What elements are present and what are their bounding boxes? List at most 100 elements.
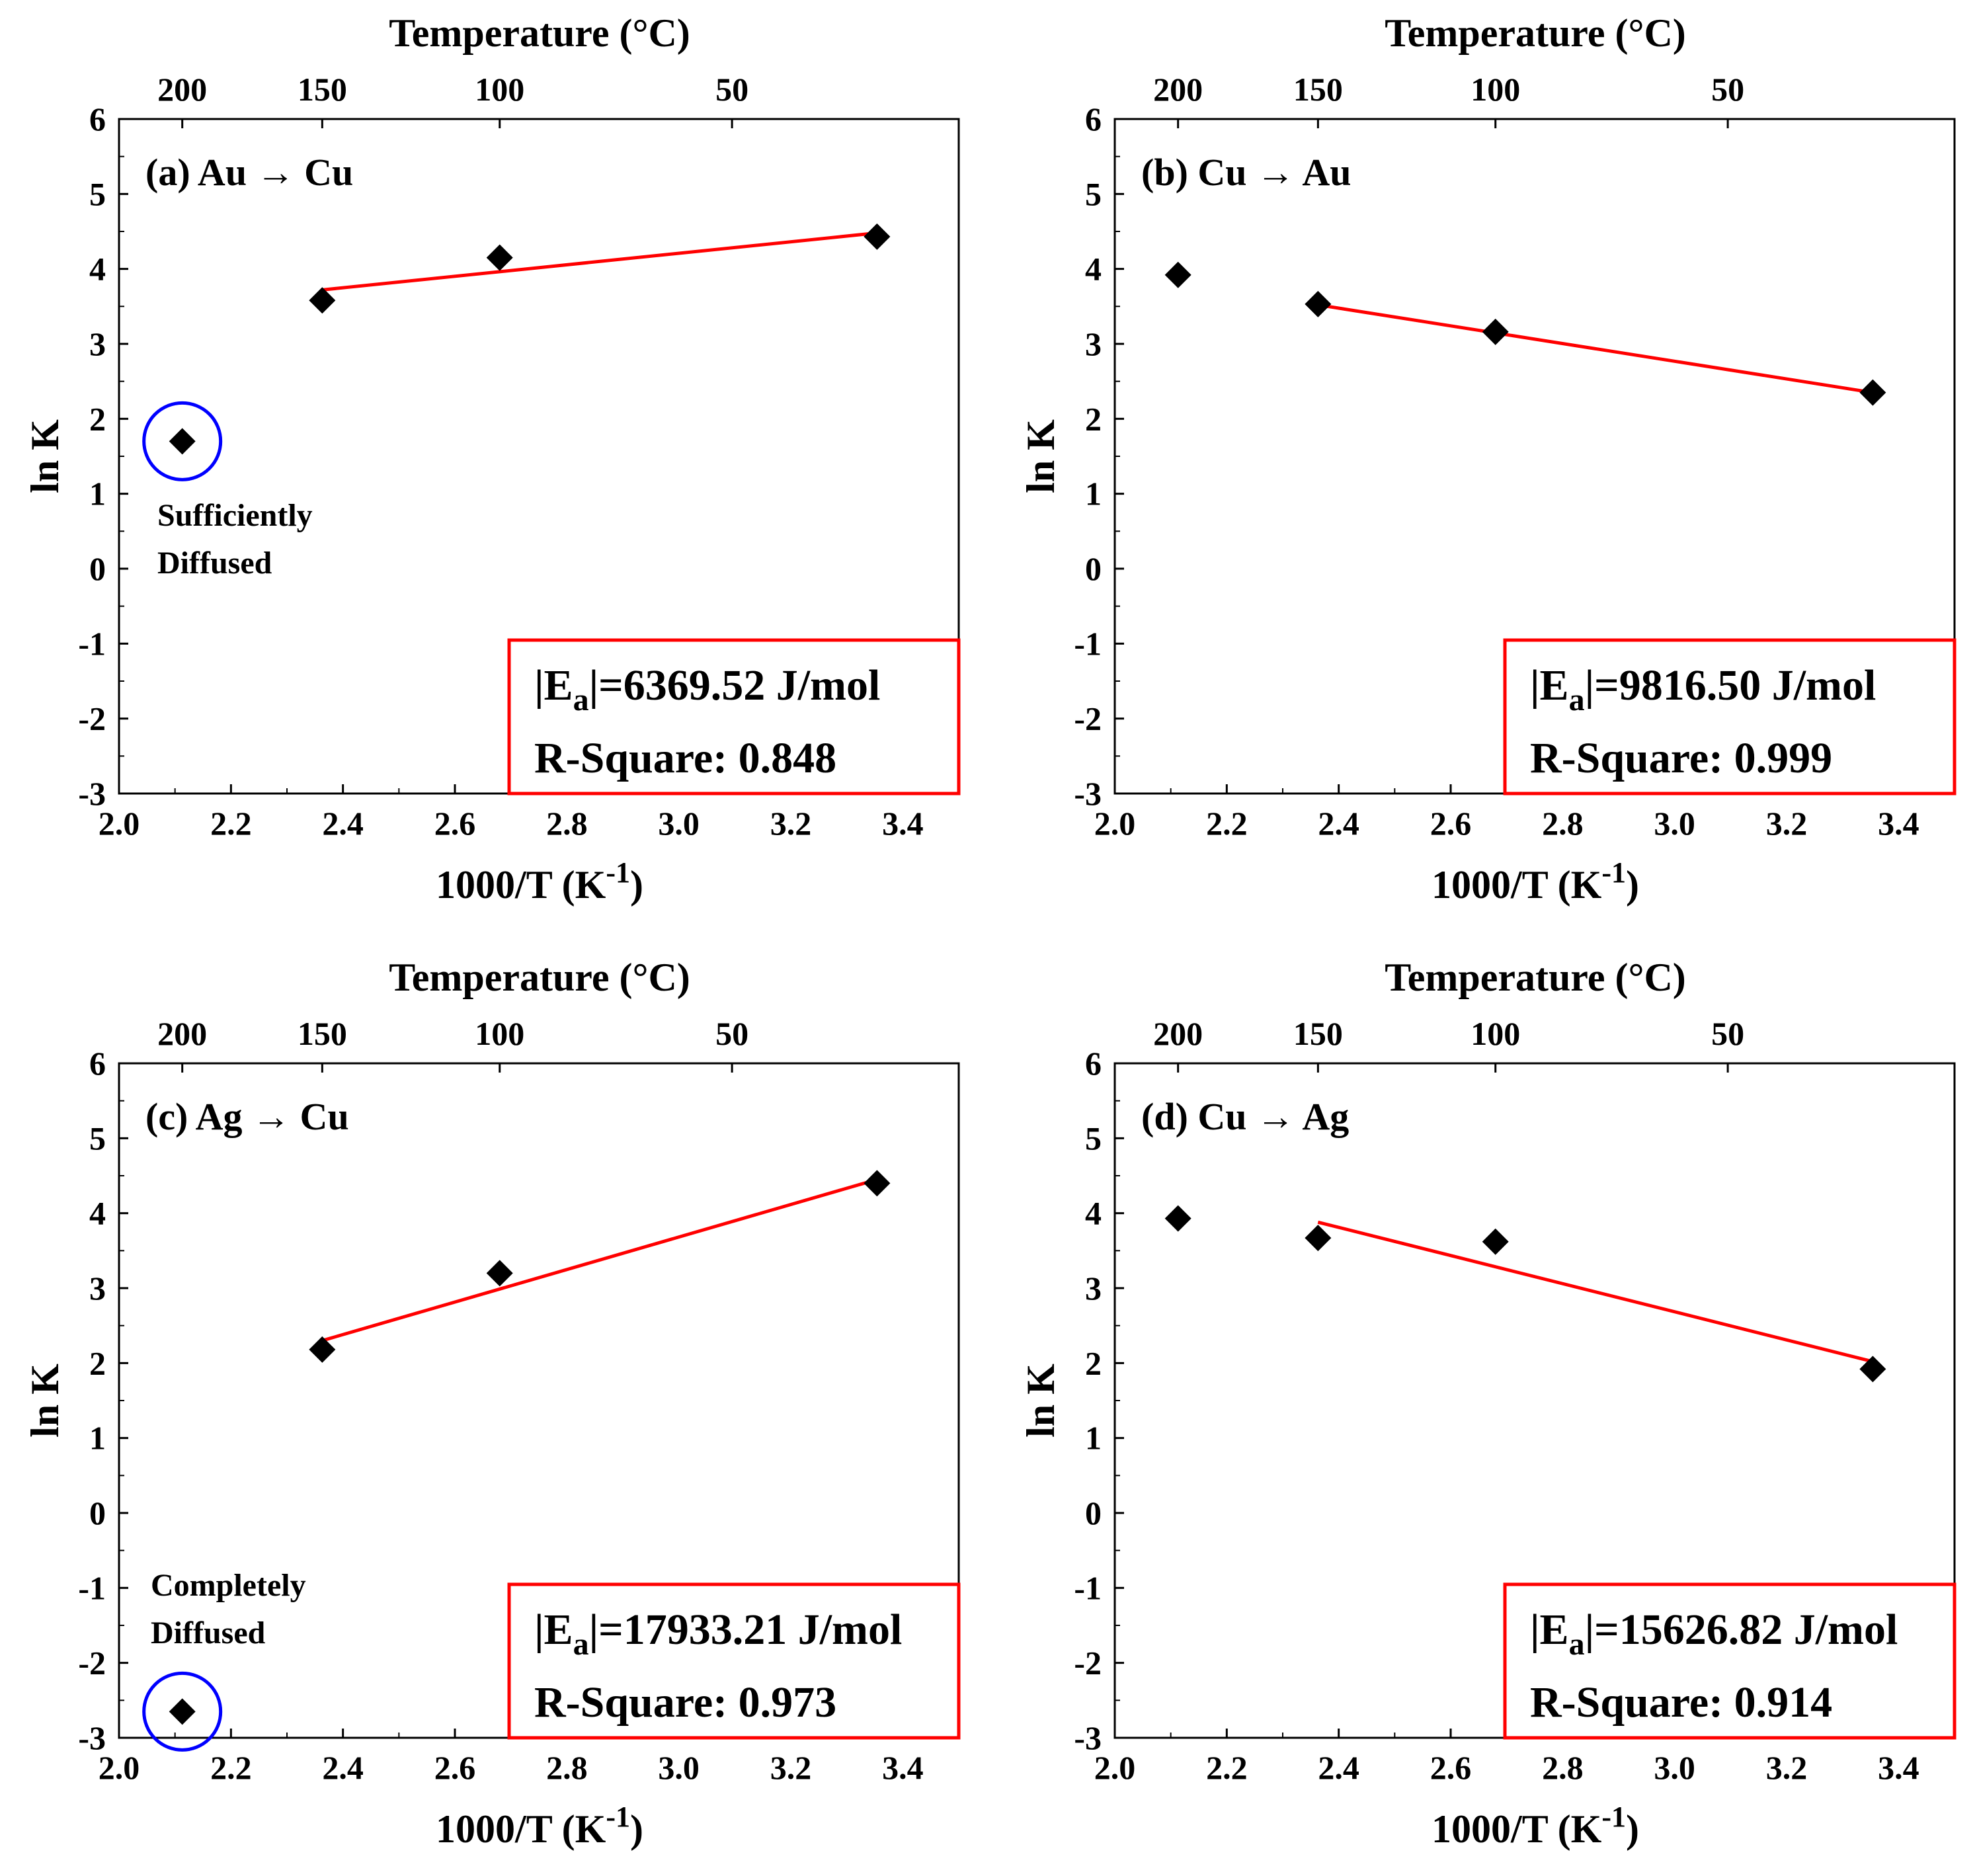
x-tick-label: 2.2 bbox=[210, 1749, 252, 1786]
x-axis-title-main: 1000/T (K bbox=[436, 863, 606, 907]
y-tick-label: -2 bbox=[1074, 1645, 1102, 1682]
x-tick-label: 2.4 bbox=[322, 1749, 364, 1786]
y-tick-label: 4 bbox=[1085, 1195, 1102, 1232]
y-tick-label: 3 bbox=[89, 1270, 106, 1307]
r-square: R-Square: 0.914 bbox=[1530, 1678, 1832, 1727]
top-axis-title: Temperature (°C) bbox=[1385, 11, 1686, 55]
activation-energy: |Ea|=17933.21 J/mol bbox=[534, 1606, 902, 1662]
panel-label: (b) Cu → Au bbox=[1141, 151, 1351, 194]
fit-line bbox=[1317, 1220, 1873, 1364]
x-tick-label: 2.4 bbox=[1318, 805, 1359, 842]
x-axis-title-main: 1000/T (K bbox=[1432, 1807, 1602, 1851]
top-tick-label: 200 bbox=[1153, 1015, 1203, 1052]
x-tick-label: 2.0 bbox=[99, 1749, 140, 1786]
x-axis-title: 1000/T (K-1) bbox=[436, 1801, 643, 1851]
outlier-circle bbox=[142, 401, 223, 481]
ea-value: |=15626.82 J/mol bbox=[1585, 1606, 1898, 1654]
data-point bbox=[486, 1260, 513, 1287]
x-tick-label: 2.8 bbox=[546, 1749, 588, 1786]
x-axis-title: 1000/T (K-1) bbox=[436, 856, 643, 907]
x-axis-title-main: 1000/T (K bbox=[1432, 863, 1602, 907]
x-tick-label: 2.4 bbox=[322, 805, 364, 842]
x-tick-label: 3.0 bbox=[1654, 805, 1695, 842]
x-tick-label: 3.4 bbox=[1878, 805, 1919, 842]
r-square: R-Square: 0.999 bbox=[1530, 734, 1832, 782]
x-tick-label: 3.2 bbox=[1766, 1749, 1808, 1786]
x-tick-label: 3.4 bbox=[882, 1749, 924, 1786]
x-axis-title-sup: -1 bbox=[606, 1801, 630, 1833]
annotation-line: Completely bbox=[151, 1568, 306, 1603]
y-tick-label: 0 bbox=[89, 1494, 106, 1531]
x-tick-label: 2.8 bbox=[1542, 1749, 1584, 1786]
y-tick-label: -1 bbox=[78, 625, 106, 662]
ea-prefix: |E bbox=[1530, 1606, 1569, 1654]
y-tick-label: 5 bbox=[1085, 1120, 1102, 1157]
y-tick-label: 0 bbox=[89, 550, 106, 587]
x-axis-title-sup: -1 bbox=[1601, 1801, 1626, 1833]
x-tick-label: 2.2 bbox=[1206, 1749, 1248, 1786]
y-tick-label: -1 bbox=[1074, 1569, 1102, 1606]
r-square: R-Square: 0.848 bbox=[534, 734, 836, 782]
x-tick-label: 2.6 bbox=[434, 1749, 476, 1786]
x-tick-label: 2.6 bbox=[434, 805, 476, 842]
y-axis-title: ln K bbox=[23, 419, 67, 493]
top-axis-title: Temperature (°C) bbox=[389, 11, 690, 55]
panel-label: (a) Au → Cu bbox=[145, 151, 353, 194]
ea-subscript: a bbox=[573, 682, 589, 717]
data-point bbox=[864, 223, 891, 250]
x-axis-title: 1000/T (K-1) bbox=[1432, 1801, 1639, 1851]
x-tick-label: 2.8 bbox=[1542, 805, 1584, 842]
ea-value: |=6369.52 J/mol bbox=[589, 661, 881, 710]
y-tick-label: 5 bbox=[1085, 175, 1102, 212]
data-point bbox=[1164, 261, 1191, 288]
top-tick-label: 100 bbox=[1471, 71, 1520, 108]
y-tick-label: 4 bbox=[89, 251, 106, 288]
y-tick-label: 2 bbox=[89, 400, 106, 437]
x-tick-label: 2.6 bbox=[1430, 1749, 1472, 1786]
top-tick-label: 100 bbox=[1471, 1015, 1520, 1052]
x-tick-label: 2.8 bbox=[546, 805, 588, 842]
x-axis-title-main: 1000/T (K bbox=[436, 1807, 606, 1851]
data-point bbox=[1305, 1225, 1332, 1252]
y-tick-label: 1 bbox=[1085, 1420, 1102, 1457]
data-point bbox=[169, 1698, 196, 1725]
x-axis-title-sup: -1 bbox=[1601, 856, 1626, 889]
stats-box bbox=[507, 638, 961, 795]
x-tick-label: 2.0 bbox=[1094, 805, 1136, 842]
ea-prefix: |E bbox=[1530, 661, 1569, 710]
x-tick-label: 3.4 bbox=[1878, 1749, 1919, 1786]
data-point bbox=[1859, 379, 1886, 406]
y-tick-label: -1 bbox=[78, 1569, 106, 1606]
annotation-line: Sufficiently bbox=[157, 498, 313, 533]
y-tick-label: 6 bbox=[1085, 1045, 1102, 1082]
y-tick-label: 5 bbox=[89, 1120, 106, 1157]
fit-line bbox=[321, 1178, 878, 1342]
y-axis-title: ln K bbox=[1019, 419, 1063, 493]
y-axis-title: ln K bbox=[23, 1364, 67, 1438]
stats-box bbox=[1503, 1582, 1957, 1740]
top-tick-label: 150 bbox=[1293, 71, 1343, 108]
top-tick-label: 50 bbox=[1711, 71, 1744, 108]
y-tick-label: 2 bbox=[1085, 1344, 1102, 1381]
ea-subscript: a bbox=[1569, 1627, 1585, 1662]
y-tick-label: 3 bbox=[1085, 1270, 1102, 1307]
fit-line bbox=[322, 231, 877, 292]
y-tick-label: 5 bbox=[89, 175, 106, 212]
data-point bbox=[1482, 318, 1509, 345]
panel-label: (c) Ag → Cu bbox=[145, 1095, 349, 1138]
y-tick-label: -3 bbox=[1074, 775, 1102, 812]
data-point bbox=[309, 1336, 336, 1363]
top-tick-label: 50 bbox=[1711, 1015, 1744, 1052]
x-tick-label: 2.0 bbox=[1094, 1749, 1136, 1786]
top-tick-label: 150 bbox=[298, 71, 347, 108]
activation-energy: |Ea|=15626.82 J/mol bbox=[1530, 1606, 1898, 1662]
ea-prefix: |E bbox=[534, 661, 573, 710]
x-tick-label: 2.4 bbox=[1318, 1749, 1359, 1786]
data-point bbox=[1859, 1356, 1886, 1383]
panel-a: 2.0 2.2 2.4 2.6 2.8 3.0 3.2 3.4 -3 -2 -1 0 1 2 3 4 5 6 200… bbox=[23, 11, 961, 907]
y-tick-label: 3 bbox=[89, 325, 106, 362]
x-tick-label: 3.0 bbox=[1654, 1749, 1695, 1786]
y-tick-label: -3 bbox=[78, 775, 106, 812]
data-point bbox=[1482, 1228, 1509, 1255]
